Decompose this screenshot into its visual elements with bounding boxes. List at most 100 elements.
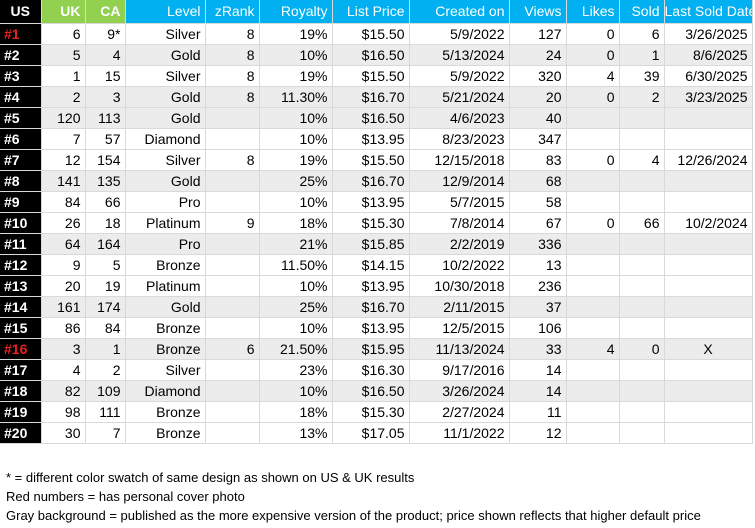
- cell-created-on: 2/2/2019: [409, 233, 510, 255]
- cell-last-sold-date: [664, 233, 753, 255]
- col-header-sold: Sold: [619, 0, 665, 24]
- cell-ca: 135: [85, 170, 126, 192]
- cell-level: Bronze: [125, 338, 206, 360]
- cell-uk: 1: [41, 65, 86, 87]
- cell-last-sold-date: 3/26/2025: [664, 23, 753, 45]
- cell-uk: 20: [41, 275, 86, 297]
- cell-level: Bronze: [125, 401, 206, 423]
- cell-sold: 1: [619, 44, 665, 66]
- cell-royalty: 25%: [259, 170, 333, 192]
- table-row: #4 2 3 Gold 8 11.30% $16.70 5/21/2024 20 0 2 3/23/2…: [0, 86, 753, 108]
- cell-level: Diamond: [125, 380, 206, 402]
- cell-sold: [619, 296, 665, 318]
- cell-list-price: $15.95: [332, 338, 410, 360]
- cell-us-rank: #7: [0, 149, 42, 171]
- cell-zrank: [205, 380, 260, 402]
- cell-sold: [619, 317, 665, 339]
- cell-created-on: 8/23/2023: [409, 128, 510, 150]
- cell-ca: 4: [85, 44, 126, 66]
- cell-us-rank: #16: [0, 338, 42, 360]
- cell-likes: 0: [566, 212, 620, 234]
- cell-zrank: [205, 107, 260, 129]
- table-row: #15 86 84 Bronze 10% $13.95 12/5/2015 106: [0, 317, 753, 339]
- table-row: #1 6 9* Silver 8 19% $15.50 5/9/2022 127 0 6 3/26/2…: [0, 23, 753, 45]
- cell-likes: [566, 296, 620, 318]
- table-row: #11 64 164 Pro 21% $15.85 2/2/2019 336: [0, 233, 753, 255]
- cell-zrank: 8: [205, 65, 260, 87]
- cell-created-on: 11/1/2022: [409, 422, 510, 444]
- cell-us-rank: #15: [0, 317, 42, 339]
- cell-zrank: [205, 170, 260, 192]
- cell-royalty: 10%: [259, 275, 333, 297]
- cell-uk: 84: [41, 191, 86, 213]
- cell-sold: [619, 275, 665, 297]
- legend-notes: * = different color swatch of same desig…: [6, 468, 701, 525]
- cell-sold: 4: [619, 149, 665, 171]
- cell-likes: [566, 233, 620, 255]
- cell-views: 67: [509, 212, 567, 234]
- cell-likes: [566, 254, 620, 276]
- cell-likes: [566, 275, 620, 297]
- cell-sold: [619, 233, 665, 255]
- cell-ca: 113: [85, 107, 126, 129]
- cell-list-price: $17.05: [332, 422, 410, 444]
- cell-list-price: $13.95: [332, 317, 410, 339]
- cell-views: 13: [509, 254, 567, 276]
- cell-zrank: 8: [205, 149, 260, 171]
- cell-last-sold-date: X: [664, 338, 753, 360]
- cell-uk: 161: [41, 296, 86, 318]
- cell-views: 336: [509, 233, 567, 255]
- cell-likes: [566, 317, 620, 339]
- cell-likes: [566, 128, 620, 150]
- cell-zrank: 8: [205, 23, 260, 45]
- cell-sold: 2: [619, 86, 665, 108]
- cell-views: 347: [509, 128, 567, 150]
- cell-us-rank: #10: [0, 212, 42, 234]
- cell-last-sold-date: 8/6/2025: [664, 44, 753, 66]
- cell-us-rank: #3: [0, 65, 42, 87]
- cell-created-on: 5/21/2024: [409, 86, 510, 108]
- cell-uk: 98: [41, 401, 86, 423]
- col-header-likes: Likes: [566, 0, 620, 24]
- cell-level: Bronze: [125, 422, 206, 444]
- cell-us-rank: #2: [0, 44, 42, 66]
- cell-us-rank: #19: [0, 401, 42, 423]
- note-red-numbers: Red numbers = has personal cover photo: [6, 489, 245, 504]
- cell-sold: [619, 128, 665, 150]
- table-row: #12 9 5 Bronze 11.50% $14.15 10/2/2022 13: [0, 254, 753, 276]
- cell-last-sold-date: [664, 317, 753, 339]
- note-gray-background: Gray background = published as the more …: [6, 508, 701, 523]
- cell-list-price: $15.50: [332, 23, 410, 45]
- cell-last-sold-date: [664, 170, 753, 192]
- cell-created-on: 12/5/2015: [409, 317, 510, 339]
- table-row: #6 7 57 Diamond 10% $13.95 8/23/2023 347: [0, 128, 753, 150]
- table-row: #9 84 66 Pro 10% $13.95 5/7/2015 58: [0, 191, 753, 213]
- cell-sold: [619, 170, 665, 192]
- cell-created-on: 12/9/2014: [409, 170, 510, 192]
- table-row: #10 26 18 Platinum 9 18% $15.30 7/8/2014 67 0 66 10…: [0, 212, 753, 234]
- col-header-level: Level: [125, 0, 206, 24]
- cell-last-sold-date: [664, 191, 753, 213]
- cell-level: Gold: [125, 86, 206, 108]
- cell-sold: 6: [619, 23, 665, 45]
- cell-last-sold-date: 10/2/2024: [664, 212, 753, 234]
- cell-list-price: $16.70: [332, 86, 410, 108]
- cell-zrank: 8: [205, 44, 260, 66]
- cell-us-rank: #17: [0, 359, 42, 381]
- cell-royalty: 21%: [259, 233, 333, 255]
- cell-level: Bronze: [125, 254, 206, 276]
- header-row: US UK CA Level zRank Royalty List Price …: [0, 0, 753, 24]
- table-row: #2 5 4 Gold 8 10% $16.50 5/13/2024 24 0 1 8/6/2025: [0, 44, 753, 66]
- col-header-views: Views: [509, 0, 567, 24]
- cell-created-on: 10/30/2018: [409, 275, 510, 297]
- cell-sold: 39: [619, 65, 665, 87]
- cell-royalty: 21.50%: [259, 338, 333, 360]
- cell-list-price: $15.30: [332, 212, 410, 234]
- cell-level: Gold: [125, 44, 206, 66]
- cell-us-rank: #14: [0, 296, 42, 318]
- cell-sold: [619, 191, 665, 213]
- cell-level: Gold: [125, 107, 206, 129]
- cell-likes: 4: [566, 65, 620, 87]
- cell-level: Silver: [125, 149, 206, 171]
- col-header-list-price: List Price: [332, 0, 410, 24]
